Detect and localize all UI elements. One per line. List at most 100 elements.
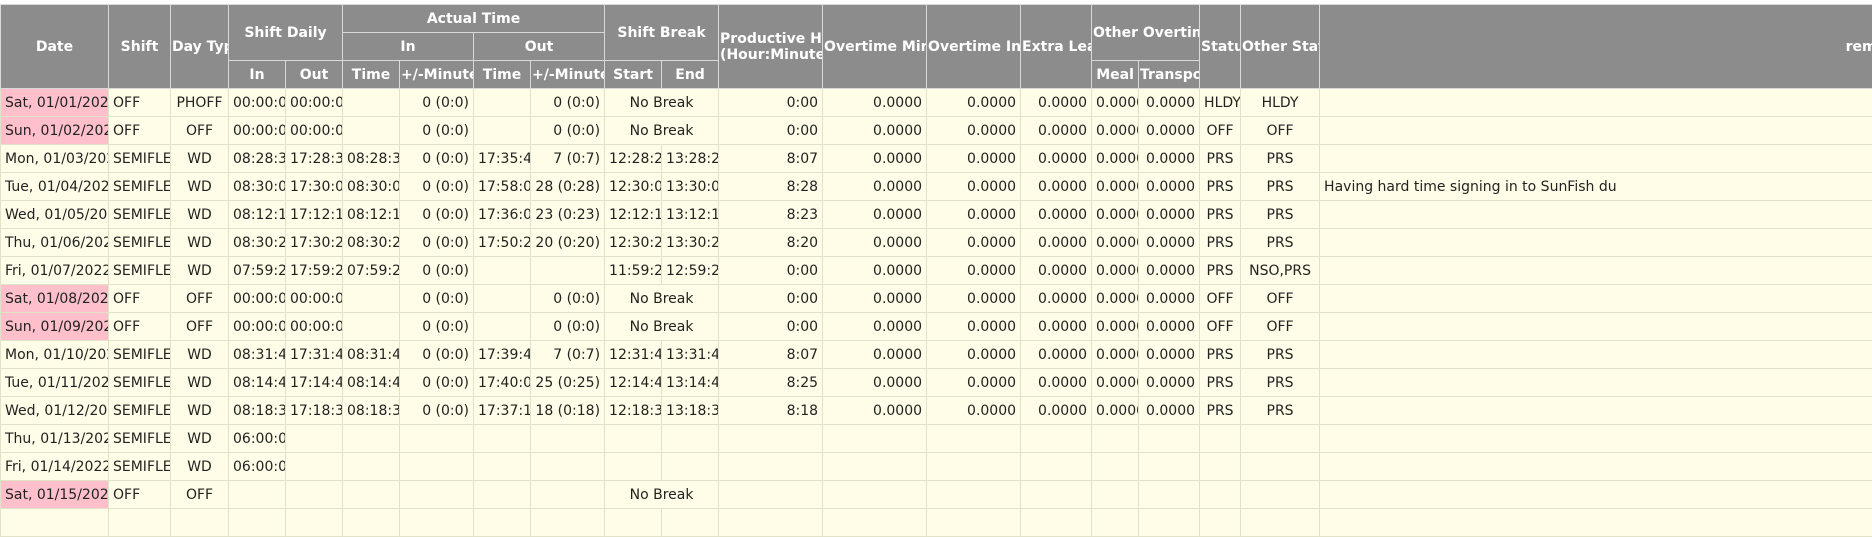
extra-leave-cell — [1021, 481, 1092, 509]
overtime-index-cell: 0.0000 — [927, 285, 1021, 313]
table-row[interactable]: Sat, 01/01/2022OFFPHOFF00:00:0000:00:000… — [1, 89, 1872, 117]
table-row[interactable]: Mon, 01/10/2022SEMIFLEXWD08:31:4417:31:4… — [1, 341, 1872, 369]
table-row[interactable]: Fri, 01/14/2022SEMIFLEXWD06:00:00 — [1, 453, 1872, 481]
other-status-cell — [1241, 509, 1320, 537]
status-cell: OFF — [1200, 117, 1241, 145]
productive-hours-cell — [719, 481, 823, 509]
no-break-cell: No Break — [605, 117, 719, 145]
overtime-minute-cell: 0.0000 — [823, 369, 927, 397]
col-header-overtime-minute[interactable]: Overtime Minute — [823, 5, 927, 89]
productive-hours-cell: 8:20 — [719, 229, 823, 257]
col-header-out-minutes[interactable]: +/-Minute(s) — [531, 61, 605, 89]
col-header-overtime-index[interactable]: Overtime Index — [927, 5, 1021, 89]
status-cell: PRS — [1200, 397, 1241, 425]
extra-leave-cell: 0.0000 — [1021, 313, 1092, 341]
shift-daily-out-cell: 17:14:43 — [286, 369, 343, 397]
col-header-other-status[interactable]: Other Status — [1241, 5, 1320, 89]
break-start-cell — [605, 509, 662, 537]
col-header-shift-daily-in[interactable]: In — [229, 61, 286, 89]
meal-cell: 0.0000 — [1092, 341, 1139, 369]
day-type-cell: WD — [171, 397, 229, 425]
shift-daily-in-cell: 00:00:00 — [229, 313, 286, 341]
table-row[interactable]: Thu, 01/13/2022SEMIFLEXWD06:00:00 — [1, 425, 1872, 453]
transport-cell — [1139, 425, 1200, 453]
break-start-cell — [605, 453, 662, 481]
in-time-cell: 07:59:21 — [343, 257, 400, 285]
table-row[interactable] — [1, 509, 1872, 537]
other-status-cell: PRS — [1241, 369, 1320, 397]
transport-cell: 0.0000 — [1139, 257, 1200, 285]
col-header-out-time[interactable]: Time — [474, 61, 531, 89]
out-minutes-cell: 20 (0:20) — [531, 229, 605, 257]
in-time-cell — [343, 89, 400, 117]
overtime-minute-cell — [823, 425, 927, 453]
table-row[interactable]: Fri, 01/07/2022SEMIFLEXWD07:59:2117:59:2… — [1, 257, 1872, 285]
break-end-cell: 13:31:44 — [662, 341, 719, 369]
col-header-day-type[interactable]: Day Type — [171, 5, 229, 89]
productive-hours-cell: 0:00 — [719, 285, 823, 313]
in-time-cell — [343, 481, 400, 509]
break-end-cell: 12:59:21 — [662, 257, 719, 285]
table-row[interactable]: Thu, 01/06/2022SEMIFLEXWD08:30:2417:30:2… — [1, 229, 1872, 257]
col-header-in-minutes[interactable]: +/-Minute(s) — [400, 61, 474, 89]
transport-cell: 0.0000 — [1139, 313, 1200, 341]
meal-cell: 0.0000 — [1092, 145, 1139, 173]
remarks-cell — [1320, 313, 1872, 341]
meal-cell — [1092, 453, 1139, 481]
table-row[interactable]: Wed, 01/12/2022SEMIFLEXWD08:18:3117:18:3… — [1, 397, 1872, 425]
shift-daily-out-cell: 17:12:10 — [286, 201, 343, 229]
extra-leave-cell: 0.0000 — [1021, 201, 1092, 229]
date-cell: Wed, 01/05/2022 — [1, 201, 109, 229]
remarks-cell — [1320, 285, 1872, 313]
overtime-index-cell: 0.0000 — [927, 397, 1021, 425]
col-header-remarks[interactable]: rema — [1320, 5, 1872, 89]
break-start-cell: 12:28:29 — [605, 145, 662, 173]
out-time-cell: 17:58:00 — [474, 173, 531, 201]
col-header-productive-hours[interactable]: Productive Hours (Hour:Minutes) — [719, 5, 823, 89]
break-start-cell: 11:59:21 — [605, 257, 662, 285]
col-header-status[interactable]: Status — [1200, 5, 1241, 89]
table-row[interactable]: Mon, 01/03/2022SEMIFLEXWD08:28:3017:28:3… — [1, 145, 1872, 173]
overtime-minute-cell — [823, 509, 927, 537]
meal-cell: 0.0000 — [1092, 397, 1139, 425]
extra-leave-cell: 0.0000 — [1021, 229, 1092, 257]
other-status-cell: PRS — [1241, 201, 1320, 229]
status-cell — [1200, 425, 1241, 453]
col-header-break-end[interactable]: End — [662, 61, 719, 89]
remarks-cell — [1320, 481, 1872, 509]
col-header-shift[interactable]: Shift — [109, 5, 171, 89]
col-header-in-time[interactable]: Time — [343, 61, 400, 89]
meal-cell — [1092, 425, 1139, 453]
col-header-shift-daily-out[interactable]: Out — [286, 61, 343, 89]
date-cell: Mon, 01/10/2022 — [1, 341, 109, 369]
col-header-extra-leave[interactable]: Extra Leave — [1021, 5, 1092, 89]
meal-cell: 0.0000 — [1092, 201, 1139, 229]
col-header-transport[interactable]: Transport — [1139, 61, 1200, 89]
table-row[interactable]: Tue, 01/11/2022SEMIFLEXWD08:14:4317:14:4… — [1, 369, 1872, 397]
in-time-cell — [343, 313, 400, 341]
out-minutes-cell: 7 (0:7) — [531, 341, 605, 369]
break-start-cell: 12:12:10 — [605, 201, 662, 229]
date-cell: Tue, 01/04/2022 — [1, 173, 109, 201]
col-header-date[interactable]: Date — [1, 5, 109, 89]
shift-daily-out-cell — [286, 425, 343, 453]
shift-daily-out-cell: 00:00:00 — [286, 285, 343, 313]
in-time-cell — [343, 285, 400, 313]
col-header-meal[interactable]: Meal — [1092, 61, 1139, 89]
productive-hours-cell: 8:23 — [719, 201, 823, 229]
shift-daily-in-cell: 00:00:00 — [229, 117, 286, 145]
col-header-break-start[interactable]: Start — [605, 61, 662, 89]
date-cell: Thu, 01/06/2022 — [1, 229, 109, 257]
status-cell: HLDY — [1200, 89, 1241, 117]
break-end-cell: 13:30:00 — [662, 173, 719, 201]
status-cell: OFF — [1200, 313, 1241, 341]
table-row[interactable]: Wed, 01/05/2022SEMIFLEXWD08:12:1017:12:1… — [1, 201, 1872, 229]
table-row[interactable]: Tue, 01/04/2022SEMIFLEXWD08:30:0017:30:0… — [1, 173, 1872, 201]
break-start-cell: 12:30:00 — [605, 173, 662, 201]
shift-cell: SEMIFLEX — [109, 453, 171, 481]
shift-daily-in-cell: 07:59:21 — [229, 257, 286, 285]
